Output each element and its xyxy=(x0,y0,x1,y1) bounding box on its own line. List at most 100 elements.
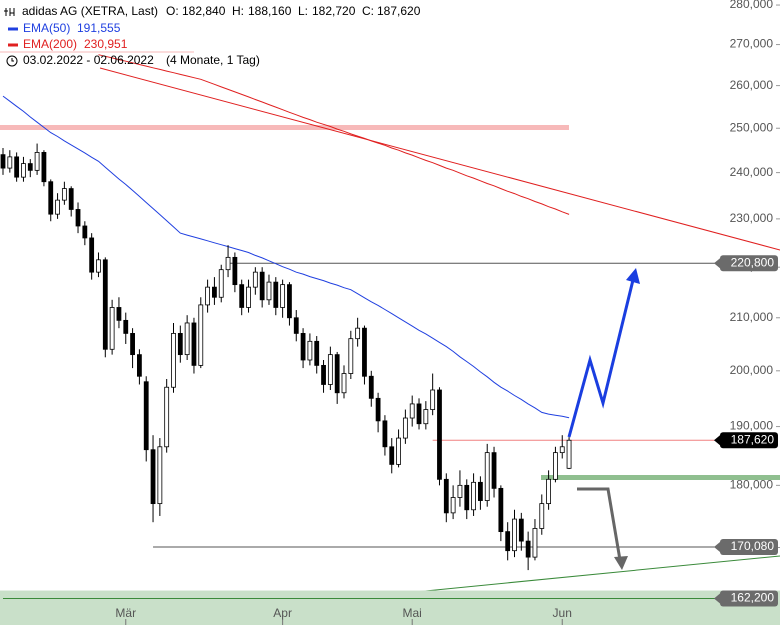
candle-body xyxy=(27,163,33,171)
y-tick-label: 230,000 xyxy=(730,211,774,225)
ohlc-value: 182,840 xyxy=(182,4,226,18)
candle-body xyxy=(396,437,401,465)
candle-body xyxy=(7,156,13,169)
candle-body xyxy=(430,389,436,410)
candle-body xyxy=(423,409,429,425)
candle-body xyxy=(239,284,245,308)
candle-body xyxy=(491,452,497,489)
candle-body xyxy=(96,259,101,273)
price-box xyxy=(720,538,778,555)
candle-body xyxy=(300,333,306,361)
ohlc-value: 188,160 xyxy=(248,4,292,18)
clock-icon xyxy=(6,55,18,67)
candle-body xyxy=(525,540,531,558)
price-box-pointer xyxy=(714,258,720,269)
candle-body xyxy=(498,487,504,533)
candle-body xyxy=(471,481,476,511)
candle-body xyxy=(375,397,381,422)
candle-body xyxy=(546,478,551,505)
candle-body xyxy=(48,181,54,215)
trend-line xyxy=(99,67,780,251)
candle-body xyxy=(109,307,115,350)
clock-hand xyxy=(11,58,14,62)
ohlc-key: L: xyxy=(298,4,308,18)
scenario-arrow xyxy=(577,487,622,561)
price-box-pointer xyxy=(714,541,720,552)
candle-body xyxy=(143,381,149,451)
candle-body xyxy=(484,452,490,501)
candle-body xyxy=(259,271,265,301)
candle-body xyxy=(287,284,292,319)
candle-body xyxy=(348,338,354,374)
candle-body xyxy=(0,154,6,169)
legend-background xyxy=(0,0,423,52)
candle-body xyxy=(368,375,374,399)
x-tick-label: Apr xyxy=(273,606,292,620)
candle-body xyxy=(553,452,558,480)
candle-body xyxy=(116,307,122,321)
candle-body xyxy=(136,354,142,377)
price-box-label: 170,080 xyxy=(731,539,775,553)
candle-body xyxy=(61,188,67,201)
candle-body xyxy=(150,449,156,505)
y-tick-label: 240,000 xyxy=(730,165,774,179)
candle-body xyxy=(184,322,190,356)
candle-body xyxy=(225,256,231,271)
y-tick-label: 280,000 xyxy=(730,0,774,11)
candle-body xyxy=(341,373,347,394)
candle-body xyxy=(539,503,545,529)
resistance-band xyxy=(0,125,569,130)
scenario-arrow xyxy=(567,279,635,438)
period-note: (4 Monate, 1 Tag) xyxy=(166,53,260,67)
candle-body xyxy=(177,333,183,356)
period: 03.02.2022 - 02.06.2022 xyxy=(23,53,154,67)
candle-body xyxy=(355,327,361,340)
candle-body xyxy=(409,403,415,419)
ohlc-key: O: xyxy=(166,4,179,18)
price-box xyxy=(720,432,778,449)
candle-body xyxy=(191,322,197,366)
candle-body xyxy=(293,317,299,334)
candle-body xyxy=(280,284,286,308)
legend-value: 191,555 xyxy=(77,21,121,35)
ohlc-key: C: xyxy=(362,4,374,18)
candle-body xyxy=(75,209,81,227)
candle-body xyxy=(389,446,395,465)
candle-body xyxy=(532,528,538,558)
candle-body xyxy=(321,364,326,385)
arrow-head xyxy=(614,556,628,570)
price-box-pointer xyxy=(714,435,720,446)
candle-body xyxy=(437,389,442,480)
candle-body xyxy=(205,286,211,306)
arrow-head xyxy=(626,268,640,284)
legend-title: adidas AG (XETRA, Last) xyxy=(22,4,158,18)
ohlc-value: 182,720 xyxy=(312,4,356,18)
candle-body xyxy=(362,327,367,377)
candle-body xyxy=(218,269,224,298)
legend-value: 230,951 xyxy=(84,37,128,51)
y-tick-label: 250,000 xyxy=(730,120,774,134)
candle-body xyxy=(327,354,333,385)
candle-body xyxy=(266,281,272,301)
candle-body xyxy=(477,481,483,501)
x-tick-label: Mär xyxy=(115,606,136,620)
candle-body xyxy=(102,259,108,350)
candle-body xyxy=(307,340,313,361)
candle-body xyxy=(171,333,176,388)
candle-body xyxy=(559,446,565,454)
x-tick-label: Mai xyxy=(403,606,422,620)
x-tick-label: Jun xyxy=(553,606,572,620)
y-tick-label: 180,000 xyxy=(730,478,774,492)
support-band xyxy=(541,475,780,480)
y-tick-label: 260,000 xyxy=(730,78,774,92)
price-box-label: 162,200 xyxy=(731,591,775,605)
candle-body xyxy=(123,319,129,334)
candle-body xyxy=(334,354,340,394)
candle-body xyxy=(273,281,279,308)
candle-body xyxy=(198,304,204,366)
candle-body xyxy=(55,199,60,215)
candle-body xyxy=(382,420,388,448)
ema-line xyxy=(2,95,570,419)
candle-body xyxy=(212,286,217,298)
candle-body xyxy=(518,518,524,542)
